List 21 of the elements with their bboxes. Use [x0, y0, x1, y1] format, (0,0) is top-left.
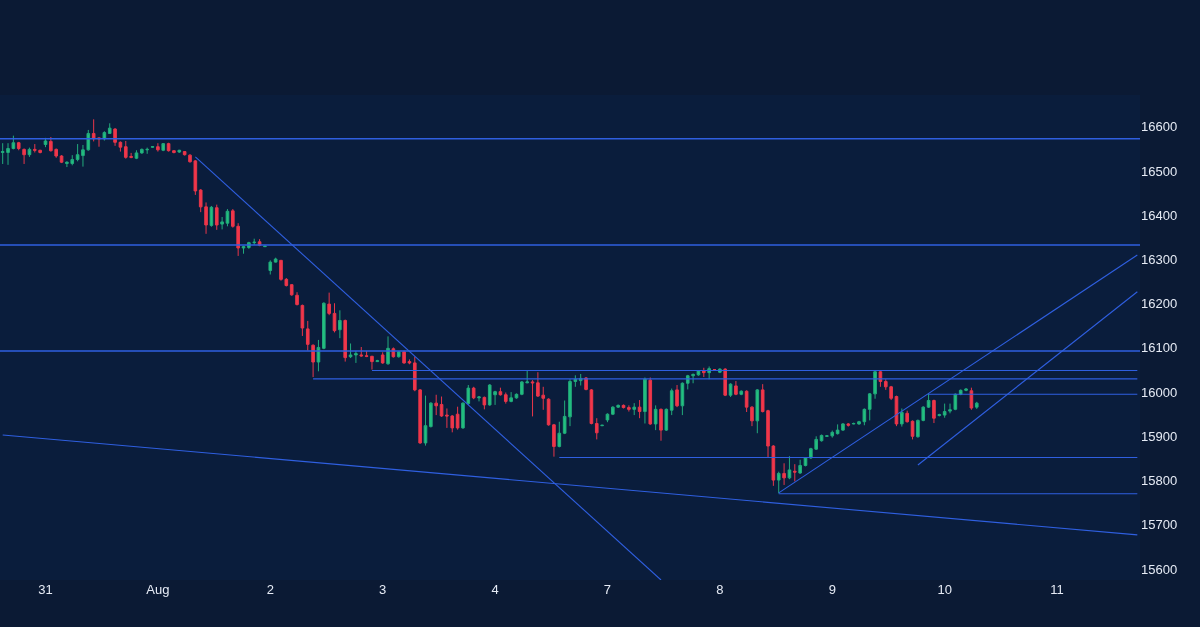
y-tick-label: 15600 — [1141, 561, 1178, 577]
y-tick-label: 15900 — [1141, 428, 1178, 444]
x-tick-label: 7 — [603, 582, 612, 597]
x-tick-label: 3 — [379, 582, 387, 597]
x-tick-label: 11 — [1050, 582, 1064, 597]
x-tick-label: 4 — [491, 582, 499, 597]
y-tick-label: 15700 — [1141, 517, 1178, 533]
y-tick-label: 16200 — [1141, 296, 1178, 312]
y-tick-label: 16500 — [1141, 163, 1178, 179]
y-tick-label: 16000 — [1141, 384, 1178, 400]
x-tick-label: 8 — [716, 582, 724, 597]
x-tick-label: 10 — [937, 582, 952, 597]
x-tick-label: 9 — [828, 582, 836, 597]
x-tick-label: Aug — [146, 582, 170, 597]
y-tick-label: 16100 — [1141, 340, 1178, 356]
x-tick-label: 31 — [38, 582, 53, 597]
y-tick-label: 15800 — [1141, 473, 1178, 489]
y-tick-label: 16300 — [1141, 252, 1178, 268]
y-tick-label: 16600 — [1141, 119, 1178, 135]
x-tick-label: 2 — [266, 582, 274, 597]
y-tick-label: 16400 — [1141, 207, 1178, 223]
